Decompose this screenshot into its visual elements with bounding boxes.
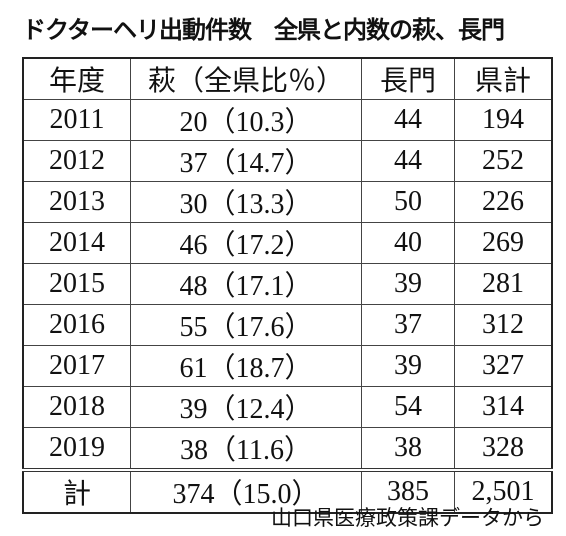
table-cell: 2014 [22,222,131,264]
table-cell: 20（10.3） [130,99,362,141]
data-row: 2012 37（14.7） 44 252 [22,140,553,182]
table-cell: 385 [361,468,455,514]
table-cell: 30（13.3） [130,181,362,223]
title: ドクターヘリ出動件数 全県と内数の萩、長門 [22,16,505,44]
table-cell: 48（17.1） [130,263,362,305]
table-cell: 328 [454,427,553,471]
table-cell: 50 [361,181,455,223]
table-cell: 38 [361,427,455,471]
data-row: 2019 38（11.6） 38 328 [22,427,553,471]
table-cell: 39（12.4） [130,386,362,428]
total-row: 計 374（15.0） 385 2,501 [22,468,553,514]
table-cell: 2013 [22,181,131,223]
data-table: 年度 萩（全県比％） 長門 県計 2011 20（10.3） 44 194 2012 37（14.… [22,57,553,514]
table-cell: 2011 [22,99,131,141]
table-cell: 269 [454,222,553,264]
column-header: 年度 [22,57,131,100]
table-cell: 39 [361,263,455,305]
source-note: 山口県医療政策課データから [271,506,544,530]
table-cell: 194 [454,99,553,141]
column-header: 萩（全県比％） [130,57,362,100]
table-cell: 46（17.2） [130,222,362,264]
data-row: 2015 48（17.1） 39 281 [22,263,553,305]
data-row: 2018 39（12.4） 54 314 [22,386,553,428]
table-cell: 37 [361,304,455,346]
table-cell: 38（11.6） [130,427,362,471]
table-cell: 2015 [22,263,131,305]
data-row: 2014 46（17.2） 40 269 [22,222,553,264]
table-cell: 44 [361,140,455,182]
table-cell: 2,501 [454,468,553,514]
column-header: 長門 [361,57,455,100]
table-cell: 2017 [22,345,131,387]
table-cell: 2016 [22,304,131,346]
table-cell: 374（15.0） [130,468,362,514]
table-cell: 327 [454,345,553,387]
table-cell: 2018 [22,386,131,428]
table-cell: 40 [361,222,455,264]
data-row: 2017 61（18.7） 39 327 [22,345,553,387]
column-header: 県計 [454,57,553,100]
table-cell: 281 [454,263,553,305]
table-cell: 252 [454,140,553,182]
table-cell: 2019 [22,427,131,471]
table-cell: 312 [454,304,553,346]
data-row: 2013 30（13.3） 50 226 [22,181,553,223]
data-row: 2016 55（17.6） 37 312 [22,304,553,346]
data-row: 2011 20（10.3） 44 194 [22,99,553,141]
table-cell: 54 [361,386,455,428]
table-cell: 55（17.6） [130,304,362,346]
table-cell: 44 [361,99,455,141]
table-cell: 37（14.7） [130,140,362,182]
table-cell: 2012 [22,140,131,182]
table-cell: 314 [454,386,553,428]
table-cell: 39 [361,345,455,387]
table-cell: 計 [22,468,131,514]
table-cell: 61（18.7） [130,345,362,387]
table-cell: 226 [454,181,553,223]
header-row: 年度 萩（全県比％） 長門 県計 [22,57,553,100]
